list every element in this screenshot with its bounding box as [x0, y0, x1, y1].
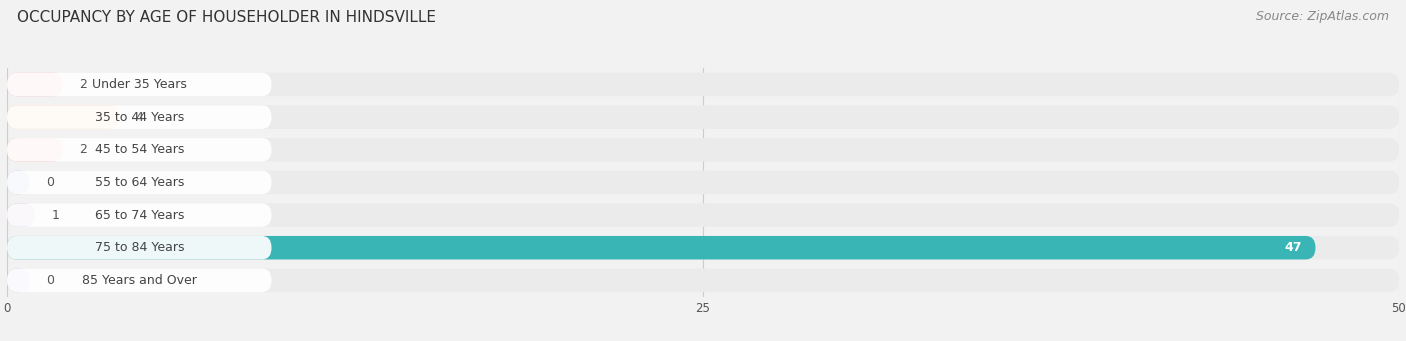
Text: OCCUPANCY BY AGE OF HOUSEHOLDER IN HINDSVILLE: OCCUPANCY BY AGE OF HOUSEHOLDER IN HINDS…	[17, 10, 436, 25]
Text: 65 to 74 Years: 65 to 74 Years	[94, 209, 184, 222]
Text: 47: 47	[1284, 241, 1302, 254]
FancyBboxPatch shape	[7, 171, 271, 194]
FancyBboxPatch shape	[7, 73, 271, 96]
FancyBboxPatch shape	[7, 203, 271, 227]
FancyBboxPatch shape	[7, 269, 271, 292]
FancyBboxPatch shape	[7, 138, 1399, 162]
Text: 2: 2	[79, 143, 87, 156]
FancyBboxPatch shape	[7, 203, 35, 227]
Text: 75 to 84 Years: 75 to 84 Years	[94, 241, 184, 254]
FancyBboxPatch shape	[7, 236, 1316, 260]
Text: 0: 0	[46, 274, 53, 287]
Text: 85 Years and Over: 85 Years and Over	[82, 274, 197, 287]
FancyBboxPatch shape	[7, 105, 271, 129]
FancyBboxPatch shape	[7, 203, 1399, 227]
FancyBboxPatch shape	[7, 73, 63, 96]
Text: 55 to 64 Years: 55 to 64 Years	[94, 176, 184, 189]
FancyBboxPatch shape	[7, 138, 271, 162]
FancyBboxPatch shape	[7, 171, 30, 194]
Text: 2: 2	[79, 78, 87, 91]
Text: 45 to 54 Years: 45 to 54 Years	[94, 143, 184, 156]
Text: 0: 0	[46, 176, 53, 189]
Text: 4: 4	[135, 111, 143, 124]
FancyBboxPatch shape	[7, 73, 1399, 96]
FancyBboxPatch shape	[7, 105, 118, 129]
FancyBboxPatch shape	[7, 236, 271, 260]
Text: Under 35 Years: Under 35 Years	[91, 78, 187, 91]
Text: Source: ZipAtlas.com: Source: ZipAtlas.com	[1256, 10, 1389, 23]
FancyBboxPatch shape	[7, 138, 63, 162]
FancyBboxPatch shape	[7, 105, 1399, 129]
FancyBboxPatch shape	[7, 269, 30, 292]
FancyBboxPatch shape	[7, 269, 1399, 292]
FancyBboxPatch shape	[7, 171, 1399, 194]
Text: 1: 1	[52, 209, 59, 222]
FancyBboxPatch shape	[7, 236, 1399, 260]
Text: 35 to 44 Years: 35 to 44 Years	[94, 111, 184, 124]
